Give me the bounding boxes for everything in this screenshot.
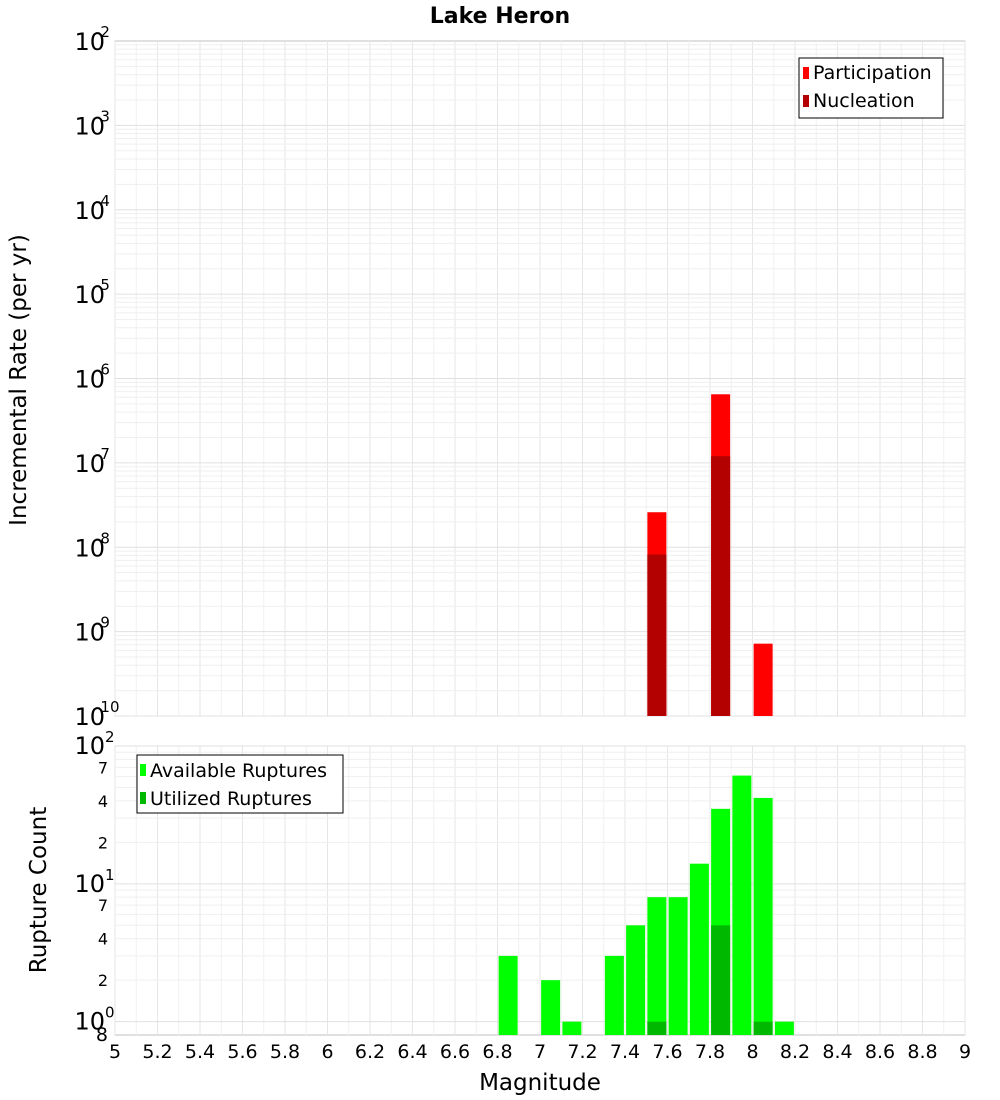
top-bars [647,394,773,716]
y-minor-tick-label: 7 [98,896,108,915]
bar-nucleation [647,554,667,716]
bottom-gridlines [114,745,966,1035]
bar-available [647,897,667,1035]
legend-swatch-participation [803,67,809,79]
y-tick-exponent: -4 [95,192,110,210]
legend-swatch-utilized [140,792,146,804]
x-tick-label: 8.6 [865,1041,895,1063]
x-tick-label: 5 [109,1041,121,1063]
x-tick-label: 5.4 [185,1041,215,1063]
y-minor-tick-label: 4 [98,792,108,811]
top-gridlines [114,41,966,717]
bar-participation [753,643,773,716]
x-tick-label: 6 [321,1041,333,1063]
y-tick-base: 10 [74,366,105,394]
bottom-y-axis-label: Rupture Count [26,807,52,973]
y-tick-exponent: -10 [95,698,120,716]
y-tick-exponent: -2 [95,23,110,41]
top-y-axis-label: Incremental Rate (per yr) [6,234,32,526]
x-tick-label: 7.2 [567,1041,597,1063]
x-tick-label: 6.8 [482,1041,512,1063]
bottom-legend: Available Ruptures Utilized Ruptures [136,754,344,814]
x-tick-label: 6.2 [355,1041,385,1063]
bar-available [668,897,688,1035]
legend-swatch-nucleation [803,95,809,107]
legend-label-nucleation: Nucleation [813,90,915,112]
y-tick-exponent: -3 [95,107,110,125]
x-tick-label: 8.8 [907,1041,937,1063]
bar-available [541,980,561,1035]
y-tick-exponent: -5 [95,276,110,294]
bar-available [562,1021,582,1035]
x-tick-label: 5.8 [270,1041,300,1063]
y-tick-exponent: -6 [95,361,110,379]
y-tick-base: 10 [74,619,105,647]
x-tick-label: 5.6 [227,1041,257,1063]
legend-label-available: Available Ruptures [150,760,327,782]
bar-nucleation [711,456,731,716]
x-tick-label: 9 [959,1041,971,1063]
x-tick-label: 8 [746,1041,758,1063]
x-tick-label: 7.4 [610,1041,640,1063]
y-tick-exponent: 0 [105,1004,115,1022]
bar-available [753,797,773,1035]
y-tick-base: 10 [74,28,105,56]
chart-title: Lake Heron [430,4,570,29]
legend-label-participation: Participation [813,62,932,84]
x-tick-label: 8.2 [780,1041,810,1063]
x-axis-label: Magnitude [479,1070,601,1096]
x-tick-label: 7 [534,1041,546,1063]
y-minor-tick-label: 7 [98,758,108,777]
bar-utilized [711,925,731,1035]
y-tick-exponent: 2 [105,728,115,746]
y-tick-base: 10 [74,534,105,562]
x-tick-label: 8.4 [822,1041,852,1063]
y-tick-base: 10 [74,703,105,731]
bar-available [626,925,646,1035]
x-tick-labels: 5 5.2 5.4 5.6 5.8 6 6.2 6.4 6.6 6.8 7 7.2 7.4 7.6 7.8 8… [109,1041,971,1063]
bar-available [732,775,752,1035]
y-tick-base: 10 [74,870,105,898]
top-legend: Participation Nucleation [798,57,944,119]
bar-available [689,863,709,1035]
legend-label-utilized: Utilized Ruptures [150,788,312,810]
y-tick-exponent: -8 [95,529,110,547]
bar-available [498,955,518,1035]
y-tick-base: 10 [74,1008,105,1036]
y-tick-base: 10 [74,450,105,478]
x-tick-label: 5.2 [142,1041,172,1063]
y-tick-exponent: -9 [95,614,110,632]
y-tick-exponent: -7 [95,445,110,463]
bar-utilized [753,1021,773,1035]
y-tick-base: 10 [74,732,105,760]
y-minor-tick-label: 8 [96,1024,108,1046]
bar-available [774,1021,794,1035]
bar-utilized [647,1021,667,1035]
x-tick-label: 7.8 [695,1041,725,1063]
bottom-bars [498,775,794,1035]
y-minor-tick-label: 4 [98,930,108,949]
y-tick-base: 10 [74,112,105,140]
y-tick-base: 10 [74,281,105,309]
legend-swatch-available [140,764,146,776]
x-tick-label: 7.6 [652,1041,682,1063]
x-tick-label: 6.4 [397,1041,427,1063]
x-tick-label: 6.6 [440,1041,470,1063]
bar-available [604,955,624,1035]
y-tick-exponent: 1 [105,866,115,884]
y-minor-tick-label: 2 [98,971,108,990]
y-minor-tick-label: 2 [98,833,108,852]
y-tick-base: 10 [74,197,105,225]
